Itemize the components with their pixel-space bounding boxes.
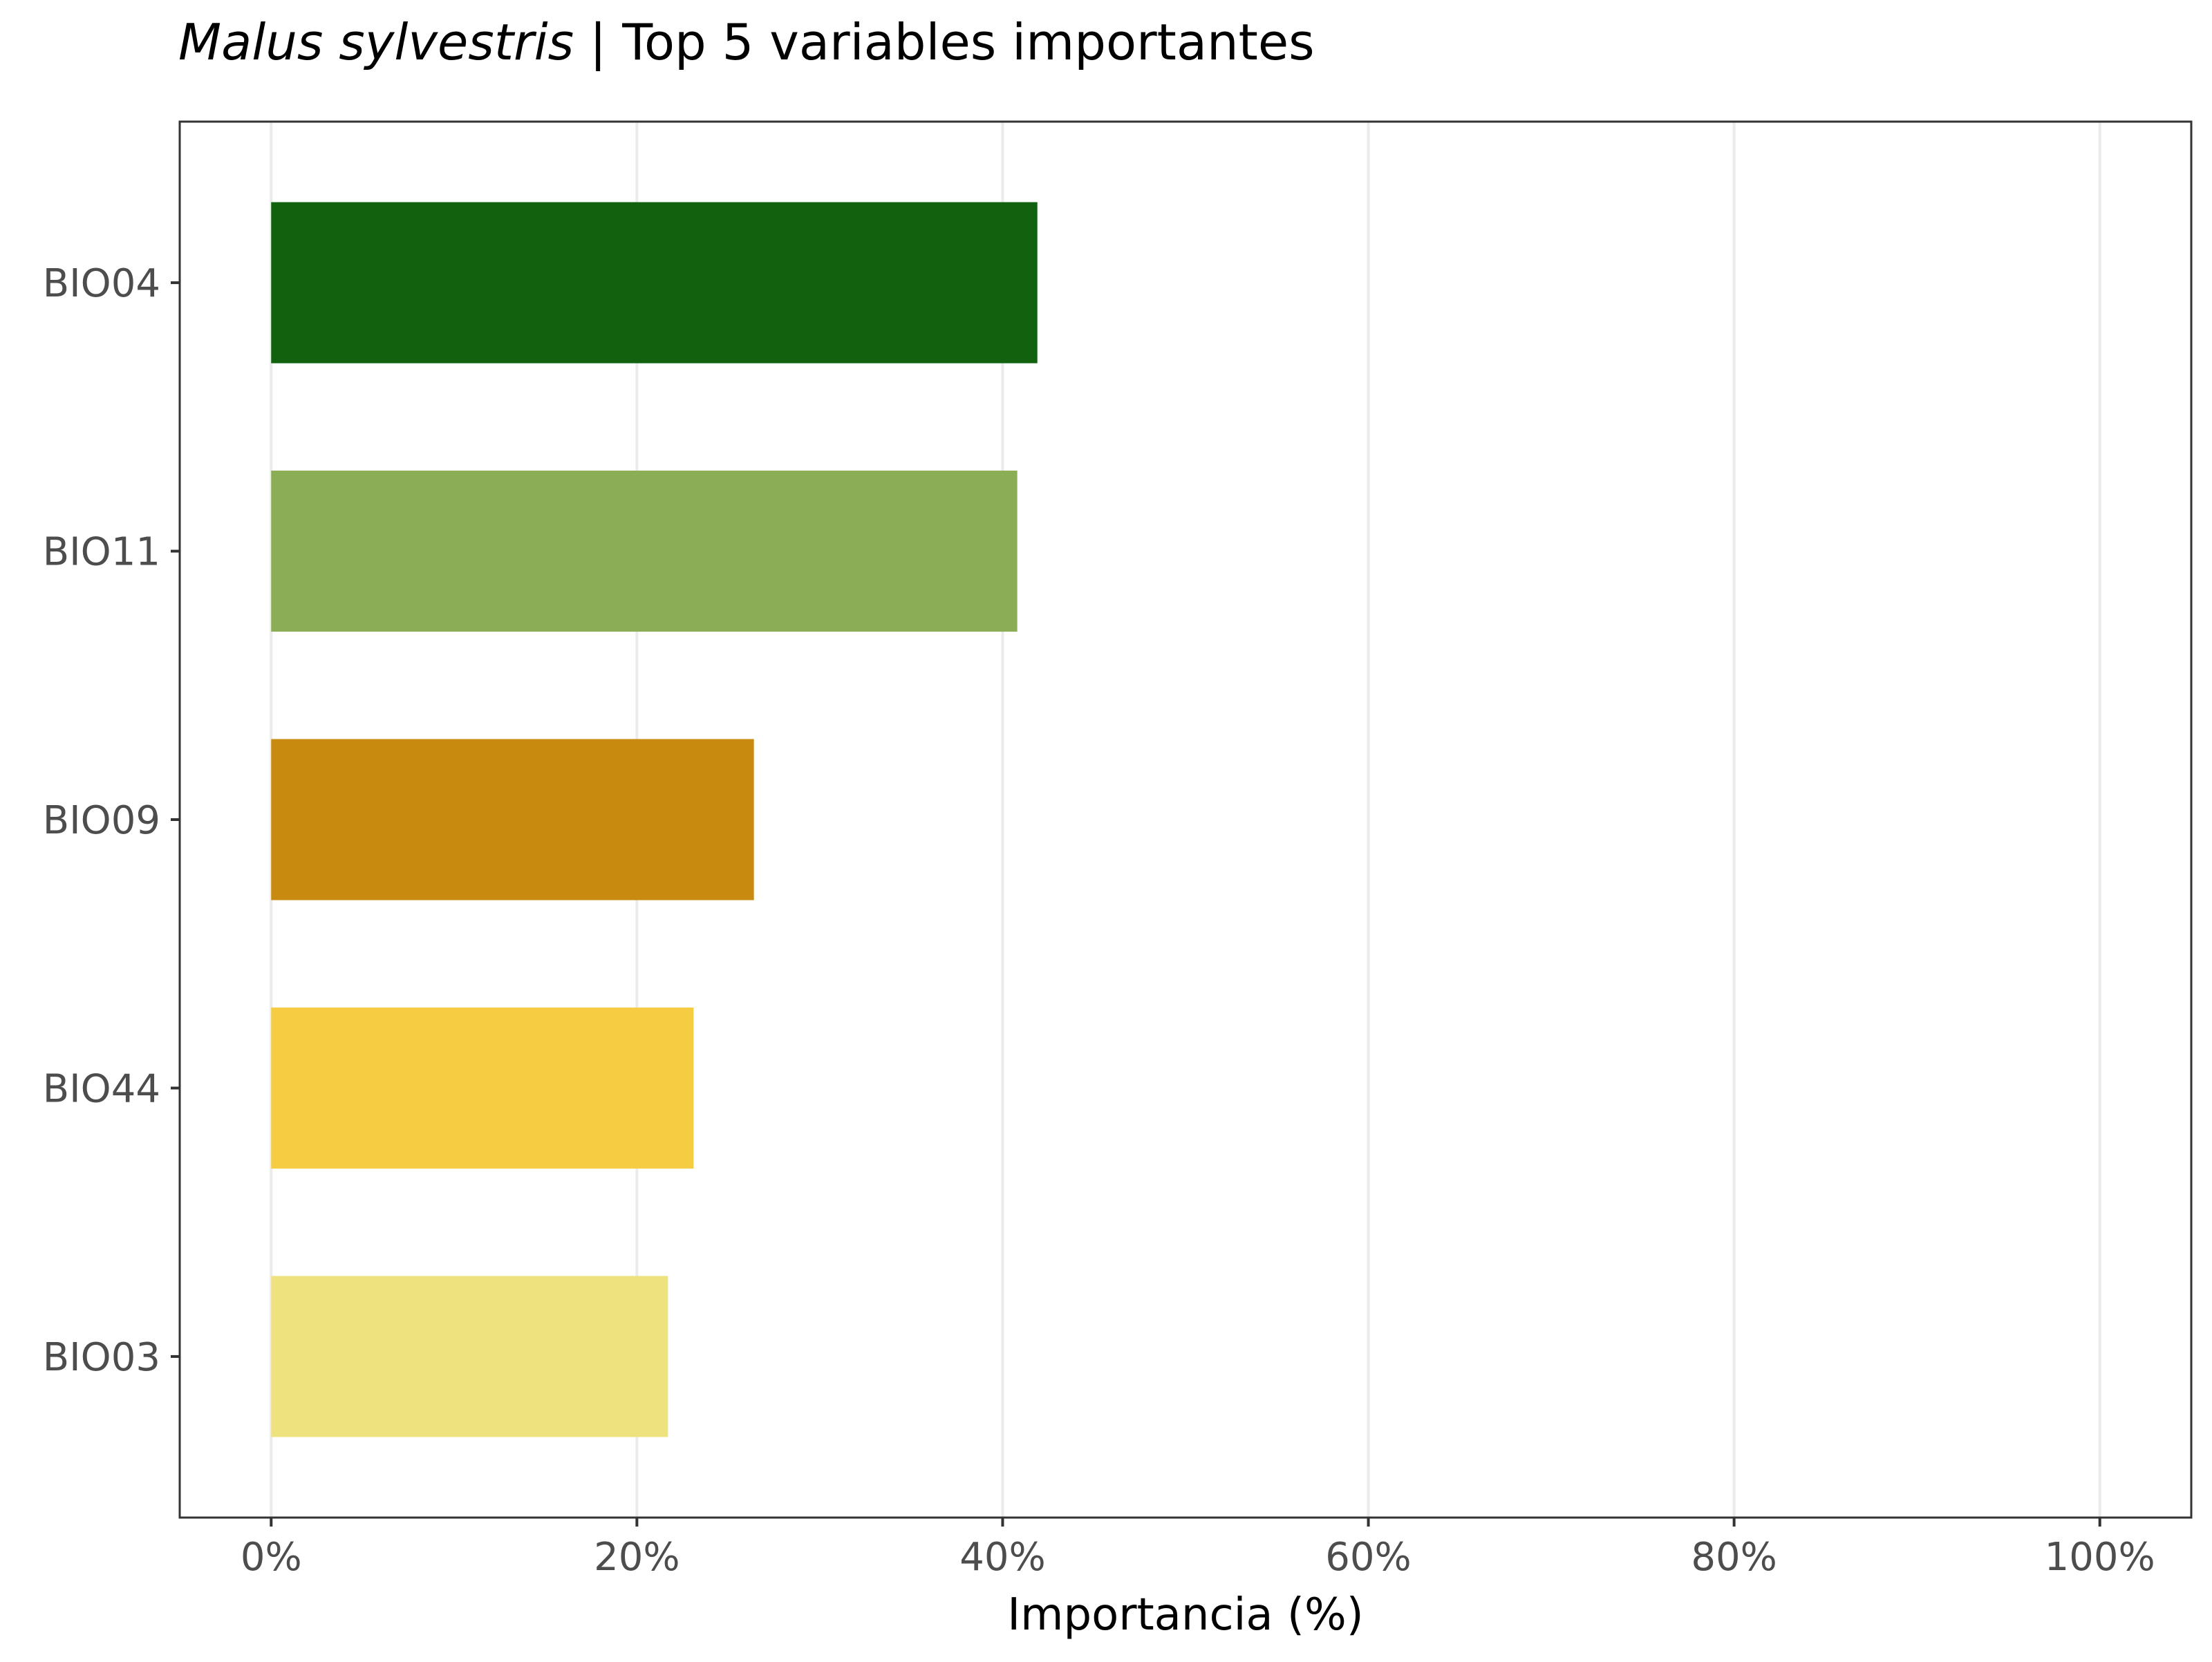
x-axis-title: Importancia (%) — [1007, 1589, 1363, 1641]
x-tick-label-100: 100% — [2045, 1535, 2155, 1580]
x-tick-label-40: 40% — [959, 1535, 1045, 1580]
y-tick-label-bio03: BIO03 — [43, 1335, 160, 1380]
y-tick-label-bio44: BIO44 — [43, 1066, 160, 1111]
bar-bio11 — [271, 471, 1018, 632]
y-tick-label-bio11: BIO11 — [43, 530, 160, 575]
x-tick-label-60: 60% — [1325, 1535, 1411, 1580]
bar-bio09 — [271, 739, 754, 900]
y-tick-label-bio04: BIO04 — [43, 261, 160, 306]
y-tick-label-bio09: BIO09 — [43, 798, 160, 843]
x-tick-label-0: 0% — [241, 1535, 302, 1580]
x-tick-label-20: 20% — [594, 1535, 679, 1580]
y-axis: BIO04 BIO11 BIO09 BIO44 BIO03 — [43, 261, 180, 1380]
x-axis: 0% 20% 40% 60% 80% 100% — [241, 1518, 2155, 1580]
x-tick-label-80: 80% — [1691, 1535, 1777, 1580]
chart-title: Malus sylvestris | Top 5 variables impor… — [178, 13, 1315, 72]
title-rest: | Top 5 variables importantes — [574, 13, 1315, 72]
bar-bio03 — [271, 1276, 668, 1437]
bar-bio44 — [271, 1007, 694, 1169]
title-species: Malus sylvestris — [178, 13, 574, 71]
bar-bio04 — [271, 202, 1038, 363]
bars — [271, 202, 1038, 1437]
